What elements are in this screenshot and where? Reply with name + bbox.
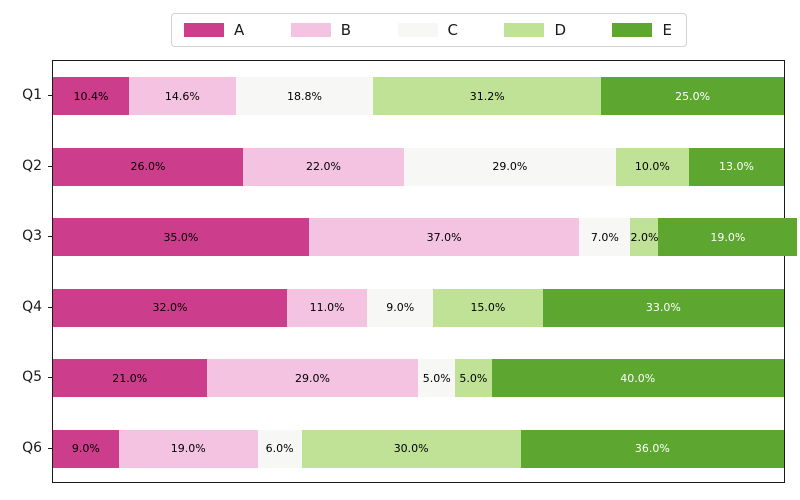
bar-segment-Q2-A: 26.0% <box>53 147 244 186</box>
bar-label-Q6-C: 6.0% <box>265 442 294 456</box>
bar-label-Q5-A: 21.0% <box>112 371 148 385</box>
bar-label-Q5-E: 40.0% <box>620 371 656 385</box>
ytick-mark-Q4 <box>48 306 52 308</box>
bar-label-Q4-B: 11.0% <box>309 301 345 315</box>
ytick-mark-Q1 <box>48 95 52 97</box>
bar-segment-Q5-C: 5.0% <box>418 359 456 398</box>
legend-entry-D: D <box>504 20 567 39</box>
bar-label-Q5-D: 5.0% <box>459 371 488 385</box>
legend-label-D: D <box>554 20 567 39</box>
ytick-label-Q1: Q1 <box>22 87 42 104</box>
bar-label-Q1-E: 25.0% <box>675 89 711 103</box>
legend-swatch-C <box>397 23 438 37</box>
ytick-label-Q5: Q5 <box>22 369 42 386</box>
bar-segment-Q2-B: 22.0% <box>243 147 404 186</box>
ytick-label-Q2: Q2 <box>22 157 42 174</box>
bar-label-Q6-E: 36.0% <box>634 442 670 456</box>
bar-label-Q2-E: 13.0% <box>718 160 754 174</box>
bar-label-Q4-E: 33.0% <box>645 301 681 315</box>
bar-segment-Q1-E: 25.0% <box>601 77 784 116</box>
bar-label-Q1-B: 14.6% <box>164 89 200 103</box>
bar-label-Q3-A: 35.0% <box>163 230 199 244</box>
bar-row-Q5: 21.0% 29.0% 5.0% 5.0% 40.0% <box>53 359 784 398</box>
legend-entry-A: A <box>184 20 245 39</box>
bar-segment-Q4-A: 32.0% <box>53 288 287 327</box>
bar-row-Q2: 26.0% 22.0% 29.0% 10.0% 13.0% <box>53 147 784 186</box>
bar-segment-Q1-D: 31.2% <box>373 77 602 116</box>
bar-segment-Q5-B: 29.0% <box>206 359 419 398</box>
bar-label-Q4-A: 32.0% <box>152 301 188 315</box>
bar-segment-Q4-C: 9.0% <box>367 288 434 327</box>
bar-label-Q5-C: 5.0% <box>422 371 451 385</box>
bar-label-Q4-D: 15.0% <box>470 301 506 315</box>
ytick-mark-Q3 <box>48 236 52 238</box>
bar-row-Q6: 9.0% 19.0% 6.0% 30.0% 36.0% <box>53 429 784 468</box>
bar-label-Q2-C: 29.0% <box>492 160 528 174</box>
ytick-label-Q6: Q6 <box>22 439 42 456</box>
legend-label-E: E <box>662 20 672 39</box>
legend-swatch-A <box>184 23 224 37</box>
bar-label-Q2-D: 10.0% <box>634 160 670 174</box>
legend-swatch-B <box>290 23 331 37</box>
legend-entry-E: E <box>612 20 672 39</box>
bar-segment-Q5-E: 40.0% <box>491 359 784 398</box>
bar-label-Q3-C: 7.0% <box>590 230 619 244</box>
bar-segment-Q6-D: 30.0% <box>301 429 521 468</box>
bar-segment-Q1-A: 10.4% <box>53 77 130 116</box>
ytick-label-Q3: Q3 <box>22 228 42 245</box>
bar-segment-Q3-B: 37.0% <box>308 218 580 257</box>
ytick-mark-Q6 <box>48 447 52 449</box>
bar-segment-Q1-B: 14.6% <box>129 77 236 116</box>
ytick-mark-Q5 <box>48 377 52 379</box>
bar-segment-Q5-D: 5.0% <box>455 359 492 398</box>
legend: A B C D E <box>171 13 687 47</box>
bar-label-Q5-B: 29.0% <box>295 371 330 385</box>
bar-label-Q6-D: 30.0% <box>393 442 429 456</box>
bar-segment-Q6-A: 9.0% <box>53 429 119 468</box>
legend-label-A: A <box>234 20 245 39</box>
bar-label-Q2-B: 22.0% <box>305 160 341 174</box>
bar-segment-Q2-E: 13.0% <box>688 147 784 186</box>
bar-label-Q4-C: 9.0% <box>386 301 415 315</box>
bar-row-Q3: 35.0% 37.0% 7.0% 2.0% 19.0% <box>53 218 798 257</box>
bar-label-Q3-D: 2.0% <box>630 230 659 244</box>
bar-segment-Q3-C: 7.0% <box>579 218 631 257</box>
bar-segment-Q2-C: 29.0% <box>403 147 616 186</box>
bar-segment-Q6-C: 6.0% <box>257 429 302 468</box>
bar-label-Q1-D: 31.2% <box>469 89 505 103</box>
bar-segment-Q2-D: 10.0% <box>615 147 689 186</box>
ytick-mark-Q2 <box>48 165 52 167</box>
bar-label-Q2-A: 26.0% <box>130 160 166 174</box>
bar-segment-Q3-D: 2.0% <box>630 218 659 257</box>
ytick-label-Q4: Q4 <box>22 298 42 315</box>
bar-segment-Q1-C: 18.8% <box>235 77 374 116</box>
bar-segment-Q6-E: 36.0% <box>520 429 784 468</box>
legend-label-B: B <box>340 20 352 39</box>
plot-area: 10.4% 14.6% 18.8% 31.2% 25.0% 26.0% 22.0% 29.0%… <box>52 60 798 483</box>
bar-label-Q6-B: 19.0% <box>170 442 206 456</box>
bar-row-Q1: 10.4% 14.6% 18.8% 31.2% 25.0% <box>53 77 784 116</box>
legend-entry-C: C <box>397 20 458 39</box>
bar-label-Q1-A: 10.4% <box>73 89 109 103</box>
bar-row-Q4: 32.0% 11.0% 9.0% 15.0% 33.0% <box>53 288 784 327</box>
bar-label-Q3-B: 37.0% <box>426 230 462 244</box>
legend-swatch-E <box>612 23 653 37</box>
bar-segment-Q3-A: 35.0% <box>53 218 309 257</box>
legend-entry-B: B <box>290 20 352 39</box>
bar-segment-Q3-E: 19.0% <box>658 218 798 257</box>
bar-segment-Q6-B: 19.0% <box>118 429 258 468</box>
bar-segment-Q4-D: 15.0% <box>433 288 543 327</box>
bar-segment-Q4-E: 33.0% <box>542 288 784 327</box>
bar-segment-Q4-B: 11.0% <box>286 288 368 327</box>
legend-swatch-D <box>504 23 545 37</box>
bar-label-Q1-C: 18.8% <box>286 89 322 103</box>
bar-segment-Q5-A: 21.0% <box>53 359 207 398</box>
legend-label-C: C <box>447 20 458 39</box>
bar-label-Q3-E: 19.0% <box>710 230 746 244</box>
bar-label-Q6-A: 9.0% <box>71 442 100 456</box>
